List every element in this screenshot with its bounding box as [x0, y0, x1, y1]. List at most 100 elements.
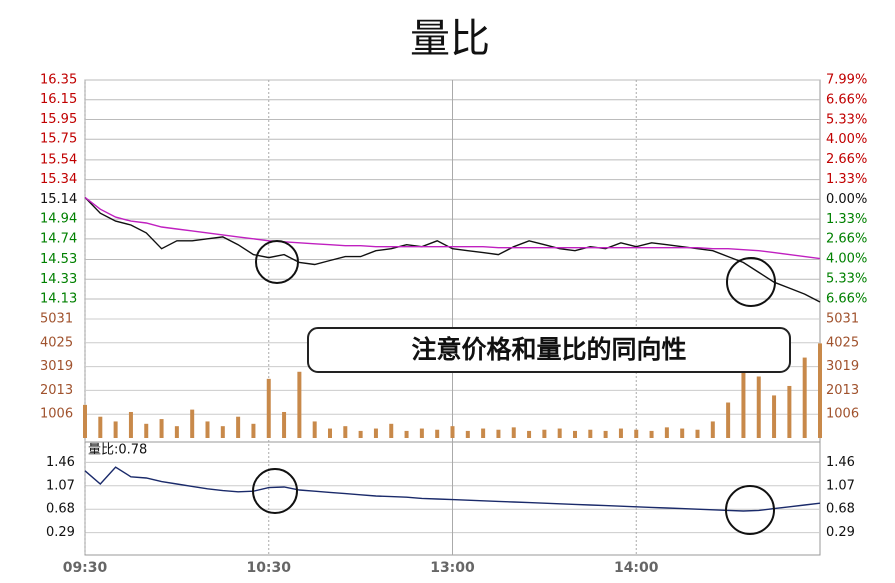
ratio-tick-label: 0.68 — [46, 502, 75, 517]
volume-bar — [358, 430, 363, 438]
volume-bar — [98, 416, 103, 438]
volume-bar — [282, 411, 287, 438]
ratio-tick-label: 0.29 — [46, 525, 75, 540]
y2-tick-label: 4.00% — [826, 252, 867, 267]
volume-bar — [450, 426, 455, 438]
volume-bar — [389, 423, 394, 438]
volume-bar — [588, 429, 593, 438]
ratio-tick-label: 0.68 — [826, 502, 855, 517]
volume-bar — [787, 385, 792, 438]
volume-bar — [557, 428, 562, 438]
average-line — [84, 196, 821, 260]
ratio-tick-label: 1.46 — [46, 455, 75, 470]
volume-bar — [83, 404, 87, 438]
y-tick-label: 15.75 — [40, 132, 77, 147]
volume-bar — [159, 419, 164, 438]
volume-tick-label: 4025 — [40, 335, 73, 350]
volume-tick-label: 5031 — [826, 312, 859, 327]
x-tick-label: 13:00 — [430, 560, 475, 576]
volume-bar — [649, 430, 654, 438]
volume-bar — [312, 421, 317, 438]
y-tick-label: 14.33 — [40, 272, 77, 287]
volume-bar — [236, 416, 241, 438]
volume-bar — [634, 429, 639, 438]
volume-bar — [174, 426, 179, 438]
volume-tick-label: 2013 — [40, 383, 73, 398]
volume-tick-label: 1006 — [40, 407, 73, 422]
y2-tick-label: 1.33% — [826, 172, 867, 187]
highlight-circle — [726, 257, 776, 307]
price-line — [84, 196, 821, 303]
volume-bar — [527, 430, 532, 438]
y-tick-label: 15.54 — [40, 152, 77, 167]
ratio-tick-label: 1.07 — [46, 478, 75, 493]
y-tick-label: 15.34 — [40, 172, 77, 187]
y2-tick-label: 5.33% — [826, 112, 867, 127]
volume-bar — [297, 371, 302, 438]
volume-tick-label: 5031 — [40, 312, 73, 327]
y-tick-label: 16.15 — [40, 92, 77, 107]
volume-bar — [404, 430, 409, 438]
y-tick-label: 14.13 — [40, 292, 77, 307]
volume-bar — [726, 402, 731, 438]
x-tick-label: 10:30 — [246, 560, 291, 576]
volume-bar — [573, 430, 577, 438]
y-tick-label: 14.53 — [40, 252, 77, 267]
y-tick-label: 14.94 — [40, 212, 77, 227]
volume-bar — [220, 426, 225, 438]
volume-bar — [144, 423, 149, 438]
highlight-circle — [255, 240, 299, 284]
ratio-tick-label: 1.07 — [826, 478, 855, 493]
volume-bar — [190, 409, 195, 438]
volume-bar — [481, 428, 486, 438]
volume-bar — [373, 428, 378, 438]
volume-bar — [205, 421, 210, 438]
volume-tick-label: 1006 — [826, 407, 859, 422]
volume-bar — [435, 429, 440, 438]
volume-bar — [664, 427, 669, 438]
chart-title: 量比 — [410, 16, 490, 62]
volume-bar — [496, 429, 501, 438]
ratio-line — [84, 466, 821, 512]
volume-bar — [266, 378, 271, 438]
volume-bar — [802, 357, 807, 438]
y2-tick-label: 1.33% — [826, 212, 867, 227]
ratio-label: 量比:0.78 — [88, 443, 147, 458]
volume-bar — [772, 395, 777, 438]
volume-bar — [113, 421, 118, 438]
volume-bar — [618, 428, 623, 438]
x-tick-label: 14:00 — [614, 560, 659, 576]
highlight-circle — [252, 468, 298, 514]
y2-tick-label: 7.99% — [826, 73, 867, 88]
y-tick-label: 15.14 — [40, 192, 77, 207]
volume-bar — [695, 429, 700, 438]
ratio-tick-label: 0.29 — [826, 525, 855, 540]
highlight-circle — [725, 485, 775, 535]
volume-bar — [542, 429, 547, 438]
volume-bar — [465, 430, 470, 438]
y2-tick-label: 6.66% — [826, 92, 867, 107]
annotation-box — [307, 327, 791, 373]
y2-tick-label: 2.66% — [826, 152, 867, 167]
y2-tick-label: 4.00% — [826, 132, 867, 147]
volume-tick-label: 3019 — [40, 359, 73, 374]
volume-bar — [818, 343, 822, 438]
volume-tick-label: 4025 — [826, 335, 859, 350]
y-tick-label: 16.35 — [40, 73, 77, 88]
volume-bar — [328, 428, 332, 438]
volume-bar — [419, 428, 424, 438]
annotation: 注意价格和量比的同向性 — [411, 335, 686, 364]
y2-tick-label: 2.66% — [826, 232, 867, 247]
volume-bar — [128, 411, 133, 438]
x-tick-label: 09:30 — [63, 560, 108, 576]
volume-bar — [680, 428, 685, 438]
volume-bar — [511, 427, 516, 438]
volume-tick-label: 2013 — [826, 383, 859, 398]
y2-tick-label: 0.00% — [826, 192, 867, 207]
volume-bar — [343, 426, 348, 438]
volume-bar — [741, 338, 746, 438]
ratio-tick-label: 1.46 — [826, 455, 855, 470]
volume-bar — [756, 376, 761, 438]
